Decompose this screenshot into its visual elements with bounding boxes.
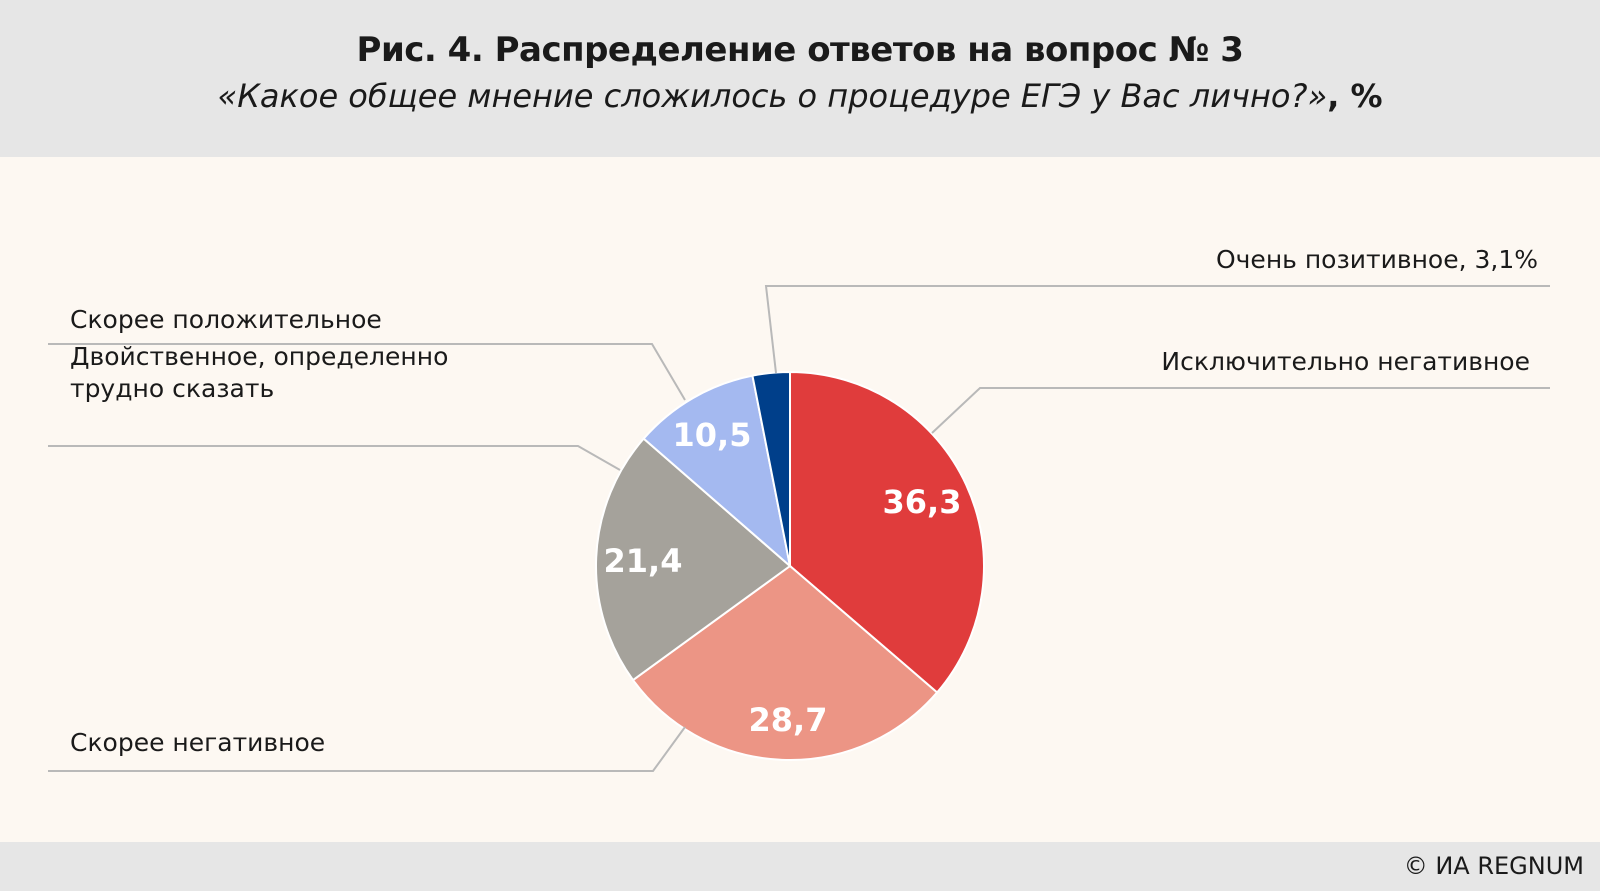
- slice-value-2: 28,7: [749, 701, 828, 739]
- slice-value-1: 36,3: [883, 483, 962, 521]
- slice-value-4: 10,5: [673, 416, 752, 454]
- pie-slice-2: [631, 564, 939, 761]
- credit: © ИА REGNUM: [1403, 852, 1584, 880]
- slice-label-3-line-1: Двойственное, определенно: [70, 342, 448, 371]
- slice-value-3: 21,4: [604, 542, 683, 580]
- slice-label-2: Скорее негативное: [70, 728, 325, 757]
- chart-subtitle: «Какое общее мнение сложилось о процедур…: [0, 77, 1600, 115]
- slice-label-1: Исключительно негативное: [1161, 347, 1530, 376]
- leader-line-3: [48, 445, 621, 471]
- header-band: [0, 0, 1600, 157]
- leader-line-5: [764, 285, 1550, 374]
- slice-label-3-line-2: трудно сказать: [70, 374, 274, 403]
- slice-label-5: Очень позитивное, 3,1%: [1216, 245, 1538, 274]
- pie-slice-4: [642, 374, 792, 569]
- chart-title: Рис. 4. Распределение ответов на вопрос …: [356, 30, 1244, 70]
- pie-slice-1: [789, 370, 985, 694]
- slice-label-4: Скорее положительное: [70, 305, 382, 334]
- pie-slice-3: [595, 437, 792, 682]
- subtitle-unit: , %: [1327, 77, 1383, 115]
- footer-band: [0, 842, 1600, 891]
- leader-line-1: [931, 387, 1550, 434]
- leader-line-2: [48, 726, 686, 772]
- subtitle-question: «Какое общее мнение сложилось о процедур…: [217, 77, 1328, 115]
- pie-slice-5: [751, 370, 791, 567]
- leader-line-4: [48, 343, 686, 401]
